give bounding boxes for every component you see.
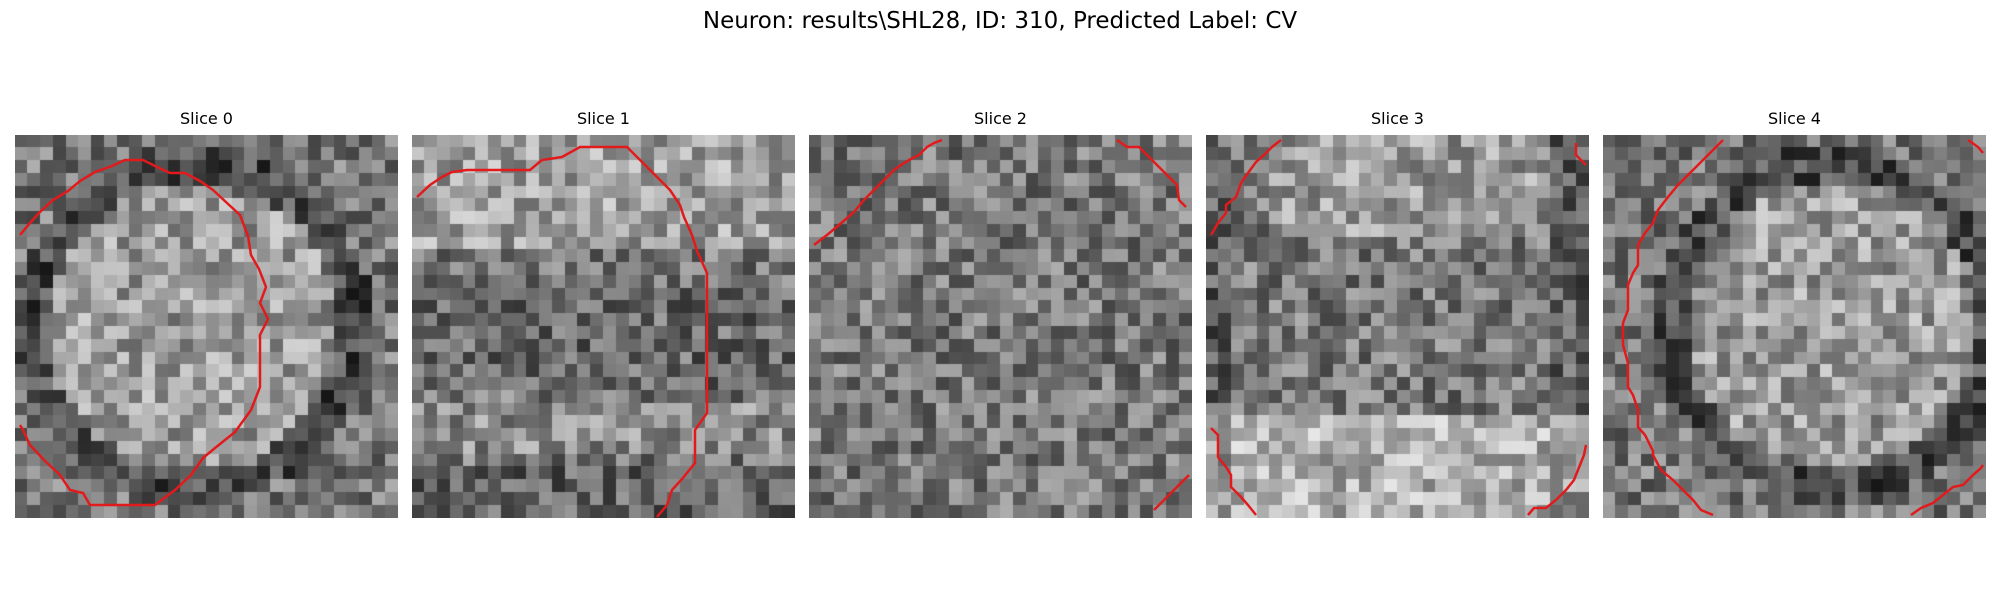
contour-line [416, 145, 709, 518]
contour-line [1574, 143, 1587, 166]
contour-line [1116, 138, 1187, 208]
contour-overlay [1621, 138, 1985, 517]
contour-line [1209, 139, 1282, 236]
contour-overlay [813, 138, 1190, 511]
slice-panel-2: Slice 2 [809, 109, 1192, 518]
contour-line [813, 138, 943, 246]
slice-image [1206, 135, 1589, 518]
slice-panel-0: Slice 0 [15, 109, 398, 518]
contour-line [1910, 464, 1985, 517]
contour-line [1621, 139, 1724, 517]
contour-line [18, 158, 270, 507]
slice-image [809, 135, 1192, 518]
contour-line [1153, 474, 1190, 511]
contour-overlay [18, 158, 270, 507]
slice-panel-1: Slice 1 [412, 109, 795, 518]
slice-image [412, 135, 795, 518]
contour-overlay [416, 145, 709, 518]
slice-title: Slice 2 [974, 109, 1027, 128]
figure-title: Neuron: results\SHL28, ID: 310, Predicte… [702, 8, 1298, 34]
slice-title: Slice 3 [1371, 109, 1424, 128]
slice-title: Slice 0 [180, 109, 233, 128]
contour-overlay [1209, 139, 1588, 516]
slice-title: Slice 4 [1768, 109, 1821, 128]
contour-line [1210, 427, 1257, 516]
slice-panel-3: Slice 3 [1206, 109, 1589, 518]
slice-panel-4: Slice 4 [1603, 109, 1986, 518]
contour-line [1527, 444, 1588, 516]
slice-title: Slice 1 [577, 109, 630, 128]
contour-line [1967, 138, 1984, 154]
